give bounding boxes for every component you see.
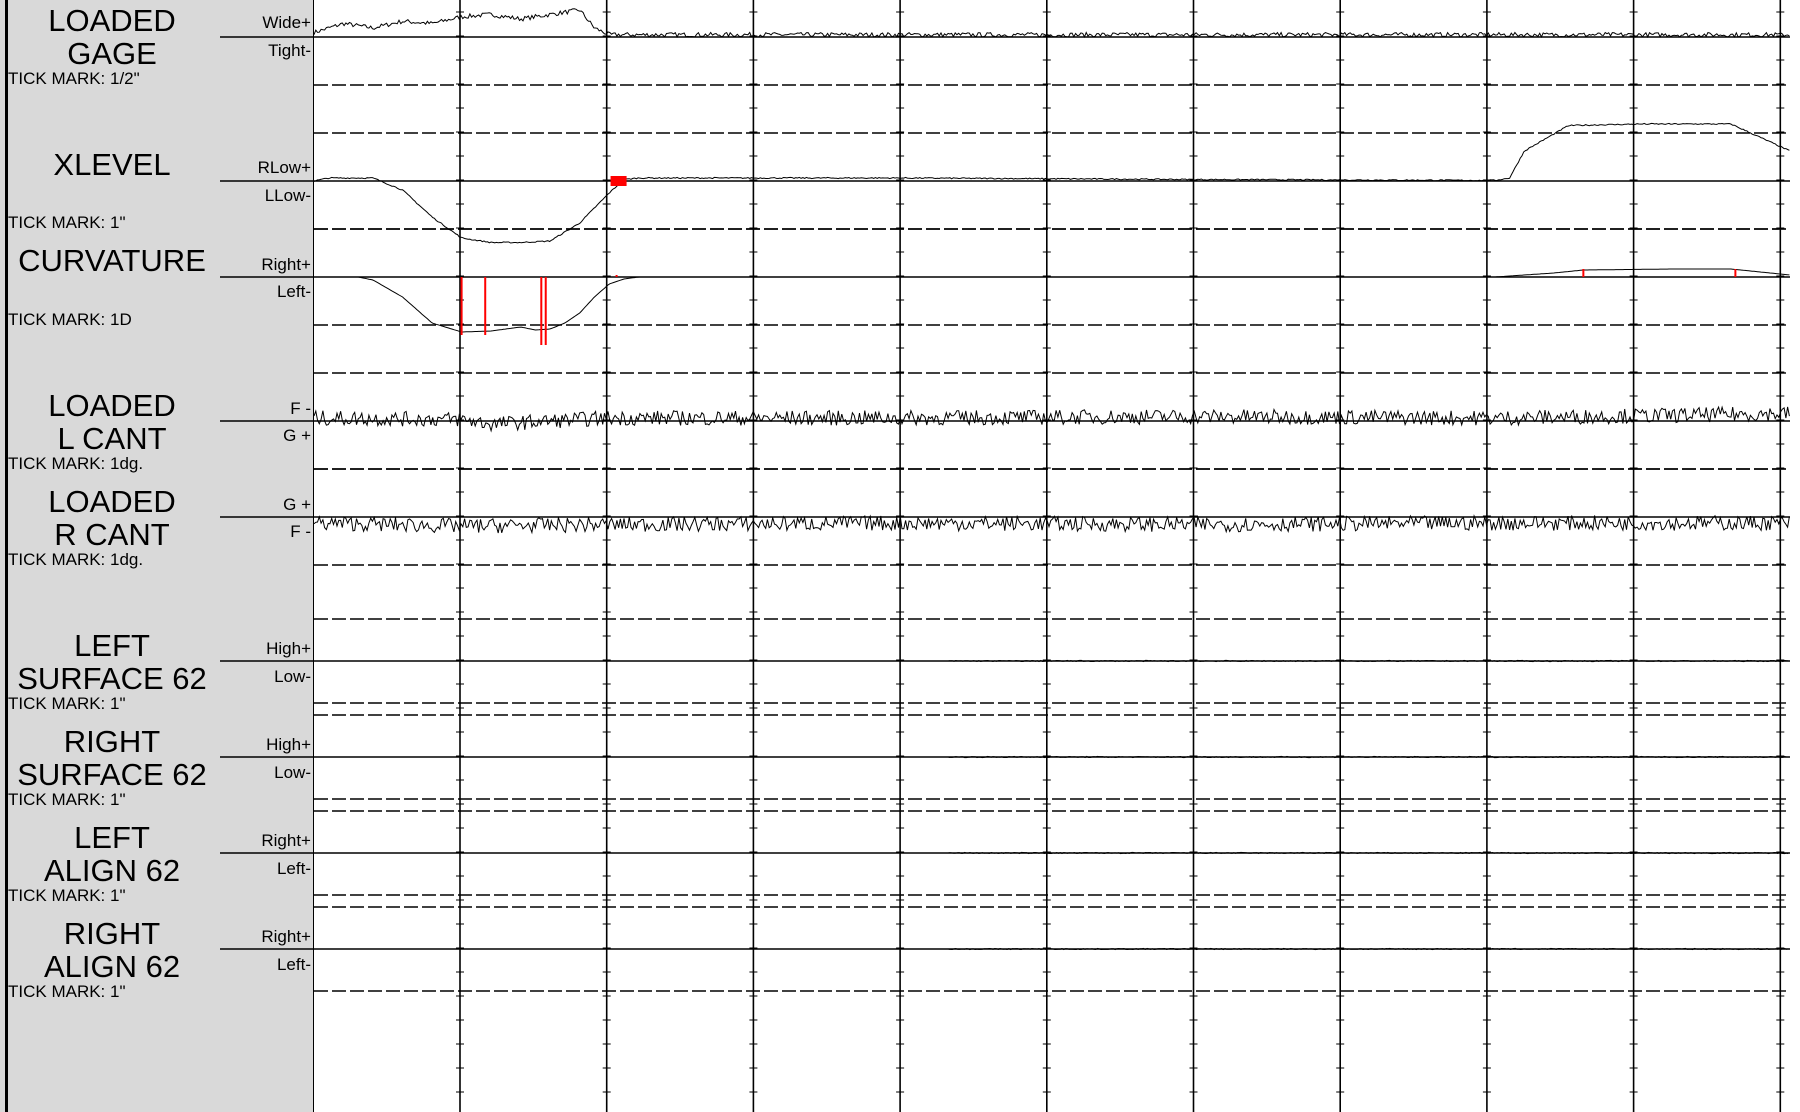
channel-2-tick-mark: TICK MARK: 1D [8, 310, 132, 329]
channel-7-title: LEFT ALIGN 62 [43, 820, 181, 888]
channel-5-upper-label: High+ [266, 639, 311, 658]
channel-7-lower-label: Left- [276, 859, 311, 878]
channel-8-trace [948, 947, 1789, 951]
channel-4-upper-label: G + [283, 495, 311, 514]
channel-0-tick-mark: TICK MARK: 1/2" [8, 69, 140, 88]
channel-5-title: LEFT SURFACE 62 [17, 628, 207, 696]
channel-8-upper-label: Right+ [261, 927, 311, 946]
channel-6-upper-label: High+ [266, 735, 311, 754]
channel-7-tick-mark: TICK MARK: 1" [8, 886, 126, 905]
channel-8-tick-mark: TICK MARK: 1" [8, 982, 126, 1001]
channel-0-upper-label: Wide+ [262, 13, 311, 32]
channel-7-trace [948, 851, 1789, 855]
channel-1-lower-label: LLow- [264, 186, 311, 205]
channel-5-tick-mark: TICK MARK: 1" [8, 694, 126, 713]
channel-8-title: RIGHT ALIGN 62 [43, 916, 181, 984]
channel-5-trace [948, 659, 1789, 663]
channel-3-tick-mark: TICK MARK: 1dg. [8, 454, 144, 473]
channel-3-title: LOADED L CANT [48, 388, 176, 456]
channel-2-title: CURVATURE [18, 243, 206, 278]
channel-3-trace [313, 405, 1790, 433]
channel-5-lower-label: Low- [274, 667, 311, 686]
channel-4-trace [313, 514, 1790, 535]
channel-8-lower-label: Left- [276, 955, 311, 974]
channel-4-tick-mark: TICK MARK: 1dg. [8, 550, 144, 569]
channel-6-title: RIGHT SURFACE 62 [17, 724, 207, 792]
channel-6-tick-mark: TICK MARK: 1" [8, 790, 126, 809]
channel-6-lower-label: Low- [274, 763, 311, 782]
channel-2-trace [314, 268, 1790, 333]
channel-1-title: XLEVEL [53, 147, 171, 182]
channel-4-lower-label: F - [290, 522, 311, 541]
channel-0-lower-label: Tight- [268, 41, 311, 60]
channel-2-upper-label: Right+ [261, 255, 311, 274]
channel-7-upper-label: Right+ [261, 831, 311, 850]
channel-1-trace [313, 122, 1790, 244]
channel-3-upper-label: F - [290, 399, 311, 418]
channel-0-title: LOADED GAGE [48, 3, 176, 71]
channel-1-upper-label: RLow+ [257, 158, 311, 177]
channel-3-lower-label: G + [283, 426, 311, 445]
channel-4-title: LOADED R CANT [48, 484, 176, 552]
channel-label-panel [0, 0, 313, 1112]
channel-0-trace [313, 8, 1790, 39]
channel-2-lower-label: Left- [276, 282, 311, 301]
channel-1-tick-mark: TICK MARK: 1" [8, 213, 126, 232]
channel-6-trace [948, 755, 1789, 759]
panel-right-border [313, 0, 314, 1112]
channel-1-exception-marker [610, 176, 627, 186]
panel-left-border [5, 0, 8, 1112]
